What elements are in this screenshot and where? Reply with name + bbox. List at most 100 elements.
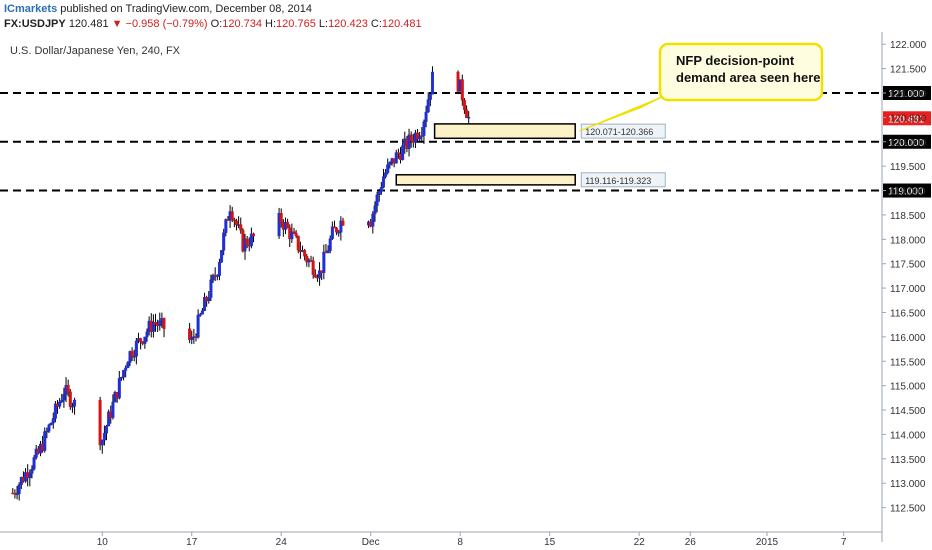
zone-tag	[580, 172, 666, 188]
zone-label: 120.071-120.366	[585, 127, 653, 137]
candle-body	[70, 406, 74, 408]
x-tick-label: 10	[97, 537, 109, 548]
candle-body	[58, 401, 62, 407]
publish-line: ICmarkets published on TradingView.com, …	[4, 3, 312, 15]
x-tick-label: Dec	[362, 537, 380, 548]
level-label: 120.000	[888, 138, 925, 149]
callout-text: NFP decision-point	[676, 53, 795, 68]
y-tick-label: 115.500	[890, 357, 926, 368]
open-value: 120.734	[222, 18, 262, 30]
open-label: O:	[210, 18, 223, 30]
candle-body	[143, 336, 147, 344]
candle-body	[230, 211, 234, 220]
candle-body	[384, 172, 388, 177]
candle-body	[222, 232, 226, 251]
candle-body	[124, 367, 128, 371]
price-change: ▼ −0.958 (−0.79%)	[111, 18, 208, 30]
candle-body	[62, 394, 66, 401]
candle-body	[371, 213, 375, 227]
candle-body	[252, 233, 256, 237]
y-tick-label: 121.000	[890, 89, 927, 100]
candle-body	[66, 385, 70, 392]
x-tick-label: 17	[186, 537, 198, 548]
candle-body	[305, 256, 309, 263]
candle-body	[335, 227, 339, 233]
y-tick-label: 122.000	[890, 40, 927, 51]
candle-body	[107, 411, 111, 427]
candle-body	[279, 213, 283, 223]
candle-body	[416, 132, 420, 140]
candle-body	[232, 219, 236, 222]
candle-body	[313, 274, 317, 278]
candle-body	[117, 378, 121, 399]
candle-body	[47, 424, 51, 432]
y-tick-label: 119.500	[890, 162, 926, 173]
zone-label: 119.116-119.323	[585, 176, 651, 186]
candle-body	[311, 260, 315, 275]
chart-title: U.S. Dollar/Japanese Yen, 240, FX	[10, 45, 181, 57]
candle-body	[68, 391, 72, 407]
y-tick-label: 117.500	[890, 260, 926, 271]
candle-body	[132, 356, 136, 358]
publish-header: ICmarkets published on TradingView.com, …	[0, 0, 932, 32]
y-tick-label: 113.000	[890, 479, 926, 490]
published-text: published on TradingView.com, December 0…	[57, 3, 312, 15]
candle-body	[381, 176, 385, 188]
candle-body	[409, 134, 413, 141]
candle-body	[341, 220, 345, 226]
level-tag	[883, 134, 931, 149]
x-tick-label: 7	[841, 537, 847, 548]
level-label: 119.000	[888, 187, 924, 198]
brand-link[interactable]: ICmarkets	[4, 3, 58, 15]
y-tick-label: 116.500	[890, 308, 926, 319]
price-chart[interactable]: 121.000 120.000 119.000 120.071-120.366 119…	[0, 32, 932, 550]
y-tick-label: 118.500	[890, 211, 926, 222]
candle-body	[426, 99, 430, 113]
candle-body	[98, 399, 102, 446]
callout-pointer	[579, 95, 665, 132]
candle-body	[322, 251, 326, 273]
candle-body	[379, 187, 383, 192]
candle-body	[162, 318, 166, 329]
x-tick-label: 24	[276, 537, 288, 548]
candle-body	[396, 152, 400, 155]
candle-body	[60, 400, 64, 403]
candle-body	[234, 220, 238, 226]
level-tag	[883, 183, 931, 198]
candle-body	[303, 250, 307, 257]
high-label: H:	[265, 18, 277, 30]
candle-body	[151, 322, 155, 332]
candle-body	[145, 331, 149, 338]
candle-body	[28, 473, 32, 479]
candle-body	[377, 190, 381, 196]
candle-body	[122, 370, 126, 378]
candle-body	[51, 418, 55, 424]
y-tick-label: 115.000	[890, 382, 926, 393]
callout-box	[658, 42, 824, 102]
y-tick-label: 112.500	[890, 504, 926, 515]
candle-body	[49, 422, 53, 426]
candle-body	[239, 224, 243, 231]
zone-tag	[580, 123, 666, 139]
candle-body	[130, 351, 134, 358]
candle-body	[207, 297, 211, 302]
candle-body	[198, 314, 202, 316]
candle-body	[460, 79, 464, 101]
last-price: 120.481	[68, 18, 109, 30]
candle-body	[224, 219, 228, 233]
candle-body	[158, 320, 162, 327]
candle-body	[430, 71, 434, 95]
candle-body	[407, 134, 411, 150]
candle-body	[217, 262, 221, 276]
x-tick-label: 26	[685, 537, 697, 548]
y-tick-label: 116.000	[890, 333, 926, 344]
candle-body	[337, 232, 341, 234]
symbol-label: FX:USDJPY	[4, 18, 66, 30]
candle-body	[105, 425, 109, 434]
y-tick-label: 120.000	[890, 138, 927, 149]
candle-body	[134, 340, 138, 357]
candle-body	[388, 162, 392, 165]
y-tick-label: 113.500	[890, 455, 926, 466]
candle-body	[43, 431, 47, 451]
